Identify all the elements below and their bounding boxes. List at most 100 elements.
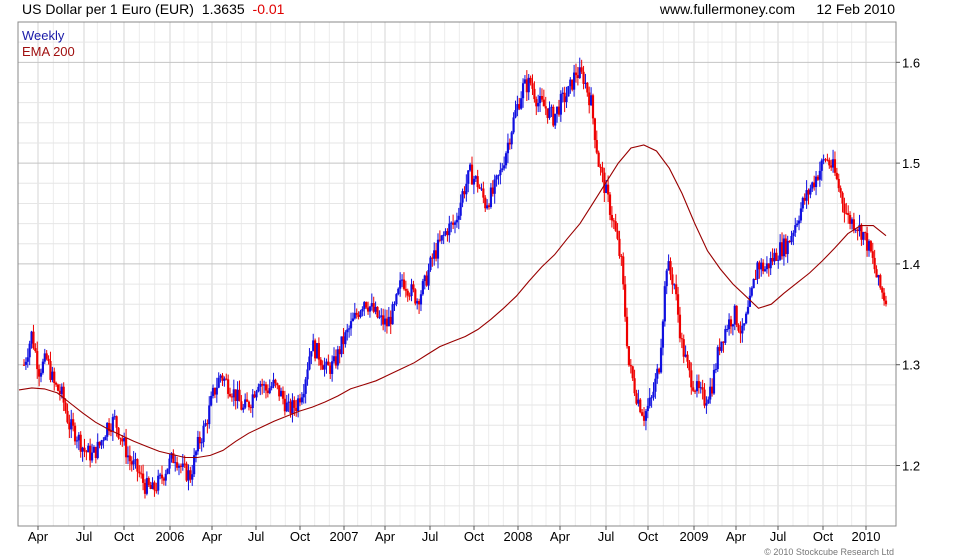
candle-body (151, 482, 154, 489)
candle-body (465, 183, 468, 195)
candle-body (60, 386, 63, 395)
candle-body (703, 389, 706, 406)
candle-body (119, 437, 122, 439)
candle-body (796, 223, 799, 226)
price-change: -0.01 (253, 1, 285, 17)
candle-body (605, 184, 608, 193)
candle-body (249, 407, 252, 409)
candle-body (616, 230, 619, 239)
candle-body (848, 214, 852, 224)
candle-body (818, 170, 821, 180)
candle-body (34, 348, 37, 352)
candle-body (550, 106, 553, 108)
instrument-title: US Dollar per 1 Euro (EUR) (22, 1, 194, 17)
candle-body (737, 325, 740, 331)
candle-body (297, 398, 300, 412)
candle-body (259, 383, 262, 387)
candle-body (463, 191, 466, 195)
candle-body (620, 255, 623, 257)
candle-body (540, 96, 544, 100)
candle-body (864, 232, 867, 234)
candle-body (839, 188, 842, 193)
candle-body (828, 160, 831, 166)
candle-body (272, 379, 275, 387)
x-tick-label: Oct (114, 529, 135, 544)
candle-body (582, 71, 585, 84)
candle-body (434, 250, 438, 259)
candle-body (678, 314, 682, 339)
candle-body (790, 235, 793, 243)
candle-body (102, 440, 105, 442)
candle-body (276, 383, 279, 386)
candle-body (746, 306, 750, 314)
grid-vertical (37, 22, 867, 526)
candle-body (514, 110, 517, 118)
candle-body (469, 164, 472, 171)
candle-body (321, 365, 324, 370)
candle-body (128, 455, 131, 462)
candle-body (213, 387, 217, 395)
candle-body (599, 166, 602, 168)
candle-body (200, 442, 203, 444)
candle-body (28, 343, 31, 358)
candle-body (816, 176, 820, 180)
candle-body (72, 419, 75, 426)
candle-body (134, 459, 137, 461)
candle-body (699, 387, 702, 389)
candle-body (805, 190, 808, 201)
candle-body (809, 188, 812, 195)
candle-body (527, 77, 530, 93)
y-tick-label: 1.3 (902, 358, 920, 373)
chart-header: US Dollar per 1 Euro (EUR) 1.3635 -0.01 (22, 1, 285, 17)
candle-body (633, 378, 636, 394)
candle-body (786, 240, 789, 255)
candle-body (266, 390, 269, 394)
x-tick-label: Apr (375, 529, 396, 544)
candle-body (865, 233, 869, 251)
candle-body (149, 484, 152, 489)
candle-body (300, 397, 303, 403)
candle-body (368, 306, 372, 312)
candle-body (813, 182, 816, 188)
candle-body (98, 441, 101, 446)
candle-body (482, 188, 485, 198)
candle-body (380, 315, 383, 317)
candle-body (107, 422, 111, 432)
candle-body (47, 358, 50, 362)
candle-body (591, 95, 595, 119)
candle-body (62, 386, 65, 403)
candle-body (693, 390, 697, 392)
candle-body (194, 451, 198, 456)
candle-body (493, 179, 496, 194)
candle-body (533, 88, 536, 100)
x-tick-label: Jul (422, 529, 439, 544)
legend-weekly: Weekly (22, 28, 65, 43)
candle-body (501, 168, 504, 170)
candle-body (858, 224, 861, 232)
candle-body (383, 318, 387, 325)
candle-body (752, 279, 755, 289)
candle-body (771, 258, 774, 262)
candle-body (486, 205, 489, 209)
candle-body (799, 208, 803, 221)
candle-body (735, 305, 738, 326)
candle-body (123, 437, 126, 442)
candle-body (453, 222, 457, 225)
candle-body (779, 242, 782, 260)
candle-body (506, 142, 510, 154)
candle-body (548, 107, 551, 118)
candle-body (646, 405, 649, 412)
candle-body (763, 269, 767, 272)
candle-body (155, 490, 158, 492)
candle-body (474, 176, 477, 179)
candle-body (293, 400, 296, 408)
candle-body (559, 93, 562, 115)
candle-body (622, 256, 625, 285)
candle-body (399, 280, 402, 289)
candle-body (572, 72, 576, 90)
candle-body (227, 379, 230, 394)
candle-body (452, 222, 455, 225)
candle-body (253, 394, 256, 398)
candle-body (400, 279, 404, 281)
